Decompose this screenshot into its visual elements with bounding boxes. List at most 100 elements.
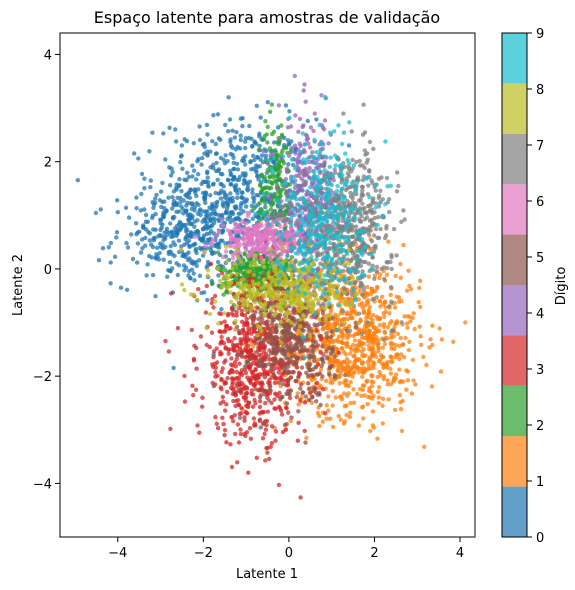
point: [417, 285, 422, 291]
point: [257, 200, 263, 205]
point: [371, 363, 376, 368]
point: [168, 221, 173, 226]
point: [242, 302, 247, 308]
point: [297, 183, 302, 189]
point: [324, 403, 329, 408]
point: [365, 311, 370, 317]
point: [222, 319, 227, 324]
point: [262, 329, 268, 335]
point: [223, 267, 228, 273]
point: [241, 181, 246, 186]
point: [248, 337, 253, 342]
point: [286, 201, 292, 207]
point: [219, 369, 224, 374]
point: [283, 222, 288, 228]
point: [274, 343, 279, 349]
point: [378, 226, 383, 232]
point: [277, 390, 282, 396]
point: [183, 193, 188, 198]
point: [408, 319, 413, 324]
point: [355, 391, 360, 397]
point: [268, 246, 274, 251]
point: [194, 177, 199, 182]
point: [230, 128, 235, 133]
point: [192, 278, 197, 283]
point: [366, 183, 371, 188]
point: [234, 304, 240, 309]
point: [275, 393, 280, 399]
point: [255, 174, 260, 179]
point: [377, 322, 383, 328]
point: [265, 409, 270, 414]
point: [146, 229, 151, 234]
point: [388, 285, 394, 290]
point: [344, 311, 350, 317]
point: [266, 398, 272, 403]
point: [240, 123, 245, 129]
point: [368, 316, 373, 321]
point: [344, 412, 349, 418]
point: [257, 210, 262, 215]
point: [380, 396, 386, 401]
point: [210, 139, 215, 144]
point: [345, 296, 351, 301]
point: [306, 169, 312, 174]
point: [304, 435, 309, 441]
point: [243, 145, 248, 151]
point: [297, 300, 303, 305]
point: [303, 166, 308, 172]
point: [293, 379, 298, 384]
point: [287, 357, 293, 362]
point: [372, 215, 377, 221]
point: [236, 177, 242, 182]
point: [391, 226, 397, 232]
point: [356, 423, 361, 428]
point: [213, 365, 218, 370]
point: [375, 389, 381, 394]
point: [207, 224, 212, 229]
point: [165, 274, 170, 279]
point: [265, 100, 270, 105]
point: [204, 213, 209, 218]
point: [205, 175, 210, 180]
point: [231, 418, 236, 424]
point: [238, 203, 243, 208]
point: [325, 356, 330, 361]
point: [182, 373, 187, 379]
point: [306, 328, 311, 333]
point: [313, 344, 318, 349]
point: [229, 356, 234, 361]
point: [139, 171, 145, 177]
point: [216, 136, 222, 141]
point: [283, 427, 289, 432]
point: [242, 262, 248, 267]
point: [181, 198, 186, 203]
point: [139, 237, 145, 242]
point: [311, 358, 317, 364]
point: [323, 411, 328, 416]
point: [283, 103, 289, 108]
point: [287, 314, 292, 319]
point: [183, 229, 189, 234]
point: [294, 365, 300, 370]
point: [279, 412, 285, 417]
point: [389, 255, 394, 260]
point: [318, 350, 323, 355]
point: [299, 340, 304, 346]
point: [327, 372, 332, 377]
point: [400, 342, 405, 347]
point: [250, 266, 255, 271]
point: [151, 205, 156, 210]
point: [289, 271, 294, 276]
point: [291, 308, 296, 313]
point: [186, 250, 191, 255]
point: [228, 233, 233, 238]
point: [232, 226, 237, 232]
point: [337, 374, 342, 380]
point: [231, 155, 236, 160]
point: [197, 273, 203, 278]
point: [232, 135, 237, 140]
point: [364, 379, 369, 384]
point: [370, 297, 375, 302]
